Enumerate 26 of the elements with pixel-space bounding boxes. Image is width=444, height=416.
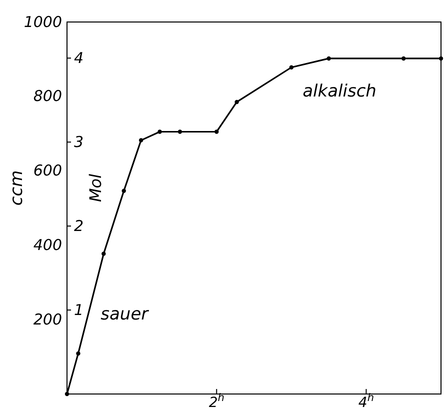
- y2-axis-title: Mol: [86, 173, 105, 202]
- point: [122, 188, 126, 193]
- y2-tick-label: 3: [74, 132, 84, 151]
- point: [76, 351, 80, 356]
- point: [178, 130, 182, 134]
- point: [438, 56, 444, 61]
- point: [401, 56, 406, 61]
- point: [214, 130, 219, 134]
- y-tick-label: 400: [33, 236, 62, 254]
- point: [102, 252, 106, 256]
- y2-tick-label: 2: [74, 216, 84, 235]
- y2-tick-label: 4: [74, 48, 84, 67]
- y-tick-label: 600: [33, 162, 62, 180]
- y-tick-label: 800: [33, 87, 62, 106]
- point: [289, 65, 294, 70]
- y-axis-title: ccm: [7, 170, 27, 206]
- point: [158, 130, 162, 134]
- y2-tick-label: 1: [74, 300, 84, 319]
- y-tick-label: 200: [33, 310, 62, 328]
- y-tick-label: 1000: [24, 12, 62, 31]
- point: [64, 392, 70, 396]
- point: [138, 138, 144, 142]
- annotation: sauer: [100, 304, 150, 325]
- annotation: alkalisch: [302, 81, 376, 102]
- point: [234, 100, 239, 104]
- point: [326, 56, 331, 61]
